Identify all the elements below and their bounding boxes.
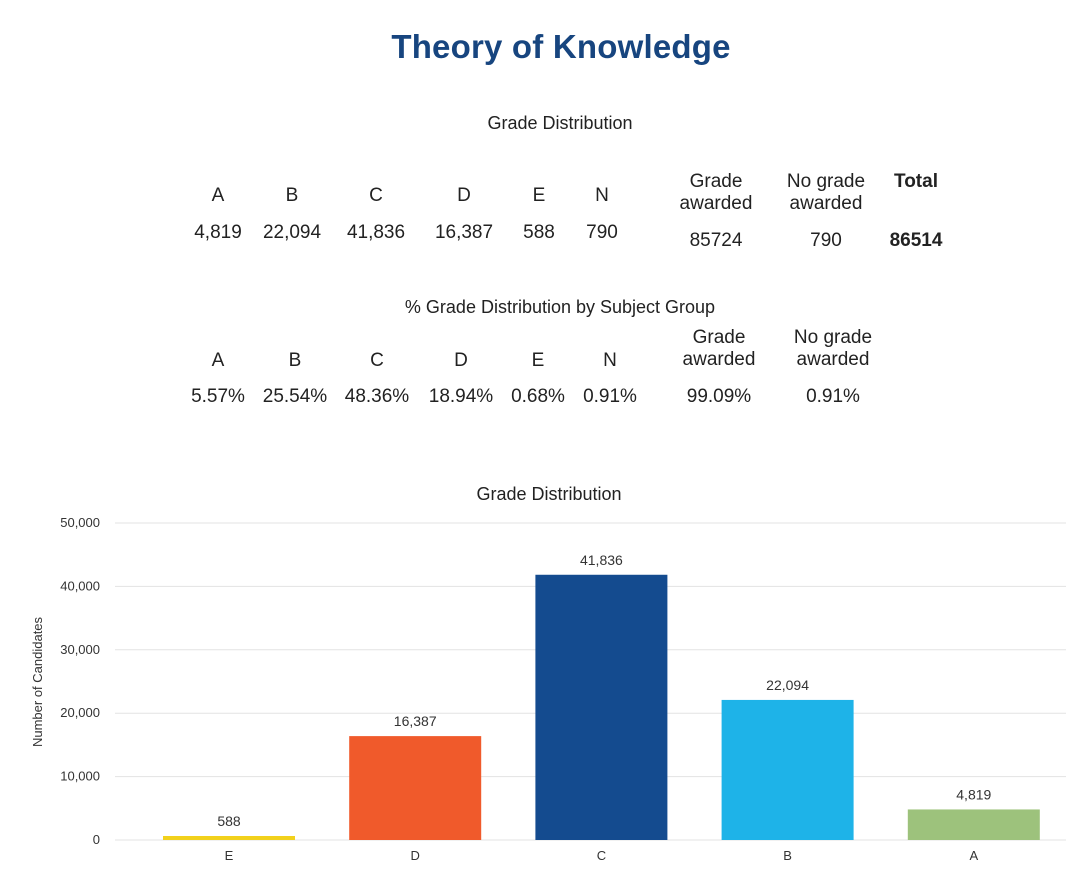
- chart-title: Grade Distribution: [476, 484, 622, 504]
- counts-grade-awarded-value: 85724: [689, 230, 743, 251]
- percent-grade-value: 0.91%: [583, 386, 637, 407]
- bar: [721, 699, 854, 840]
- counts-grade-awarded-header: Grade awarded: [679, 171, 753, 214]
- counts-grade-header: C: [369, 185, 383, 206]
- y-tick-label: 0: [93, 832, 100, 847]
- x-tick-label: E: [225, 848, 234, 863]
- bars: [163, 574, 1040, 840]
- percent-grade-value: 5.57%: [191, 386, 245, 407]
- counts-no-grade-awarded-value: 790: [810, 230, 842, 251]
- percent-grade-awarded-header: Grade awarded: [682, 327, 756, 370]
- percent-grade-value: 48.36%: [344, 386, 410, 407]
- percent-grade-header: A: [211, 350, 225, 371]
- bar: [349, 736, 482, 840]
- bar: [535, 574, 668, 840]
- grade-distribution-chart: Number of Candidates 0 10,000 20,000 30,000…: [30, 515, 1066, 863]
- percent-grade-value: 18.94%: [428, 386, 494, 407]
- y-axis-ticks: 0 10,000 20,000 30,000 40,000 50,000: [60, 515, 100, 847]
- page-title: Theory of Knowledge: [391, 28, 731, 65]
- bar-value-label: 22,094: [766, 677, 809, 693]
- counts-table-caption: Grade Distribution: [487, 113, 633, 133]
- y-tick-label: 40,000: [60, 578, 100, 593]
- bar-value-label: 588: [217, 813, 241, 829]
- counts-grade-header: D: [457, 185, 471, 206]
- percent-grade-awarded-value: 99.09%: [686, 386, 752, 407]
- percent-grade-header: C: [370, 350, 384, 371]
- y-tick-label: 10,000: [60, 769, 100, 784]
- x-tick-label: A: [969, 848, 978, 863]
- percent-table-caption: % Grade Distribution by Subject Group: [404, 297, 716, 317]
- percent-grade-header: E: [531, 350, 545, 371]
- counts-grade-header: A: [211, 185, 225, 206]
- percent-grade-value: 25.54%: [262, 386, 328, 407]
- bar: [907, 809, 1040, 840]
- bar-value-label: 16,387: [394, 713, 437, 729]
- percent-grade-value: 0.68%: [511, 386, 565, 407]
- x-tick-label: D: [411, 848, 420, 863]
- percent-grade-header: D: [454, 350, 468, 371]
- counts-grade-value: 16,387: [434, 222, 494, 243]
- y-tick-label: 20,000: [60, 705, 100, 720]
- percent-grade-header: B: [288, 350, 302, 371]
- counts-grade-value: 22,094: [262, 222, 322, 243]
- bar-value-label: 41,836: [580, 552, 623, 568]
- y-tick-label: 30,000: [60, 642, 100, 657]
- percent-grade-header: N: [603, 350, 617, 371]
- bar-value-labels: 588 16,387 41,836 22,094 4,819: [217, 552, 991, 829]
- percent-no-grade-awarded-header: No grade awarded: [793, 327, 873, 370]
- x-tick-label: C: [597, 848, 606, 863]
- counts-grade-header: E: [532, 185, 546, 206]
- y-axis-label: Number of Candidates: [30, 616, 45, 747]
- counts-total-value: 86514: [889, 230, 943, 251]
- counts-grade-value: 4,819: [194, 222, 242, 243]
- counts-grade-value: 790: [586, 222, 618, 243]
- percent-no-grade-awarded-value: 0.91%: [806, 386, 860, 407]
- counts-grade-header: B: [285, 185, 299, 206]
- bar: [163, 836, 295, 840]
- counts-grade-value: 588: [523, 222, 555, 243]
- y-tick-label: 50,000: [60, 515, 100, 530]
- counts-grade-header: N: [595, 185, 609, 206]
- counts-no-grade-awarded-header: No grade awarded: [786, 171, 866, 214]
- counts-grade-value: 41,836: [346, 222, 406, 243]
- counts-total-header: Total: [894, 171, 938, 192]
- bar-value-label: 4,819: [956, 786, 991, 802]
- x-tick-label: B: [783, 848, 792, 863]
